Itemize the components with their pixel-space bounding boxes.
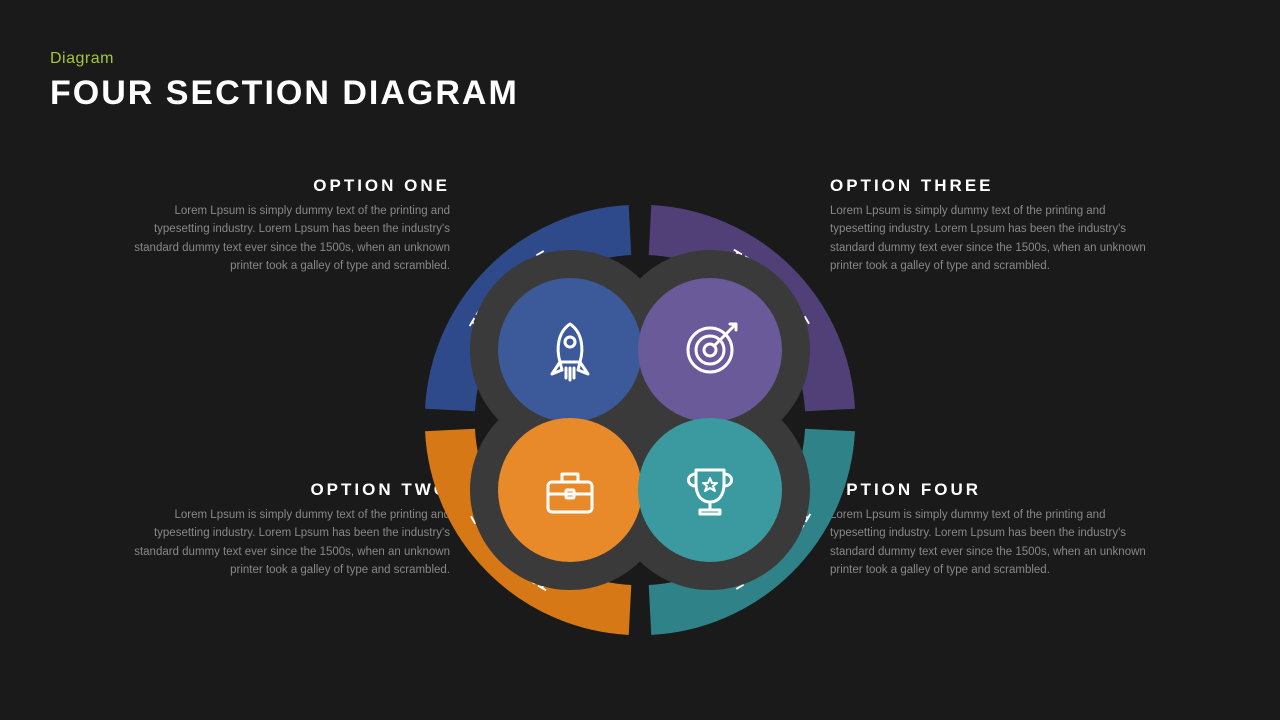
header-title: FOUR SECTION DIAGRAM (50, 74, 519, 113)
circle-four (638, 418, 782, 562)
diagram-area: OPTION ONE Lorem Lpsum is simply dummy t… (0, 140, 1280, 700)
header: Diagram FOUR SECTION DIAGRAM (50, 50, 519, 113)
header-subhead: Diagram (50, 50, 519, 68)
circle-three (638, 278, 782, 422)
circle-one (498, 278, 642, 422)
four-section-diagram: TEXT HERE TEXT HERE TEXT HERE TEXT HERE (380, 160, 900, 680)
